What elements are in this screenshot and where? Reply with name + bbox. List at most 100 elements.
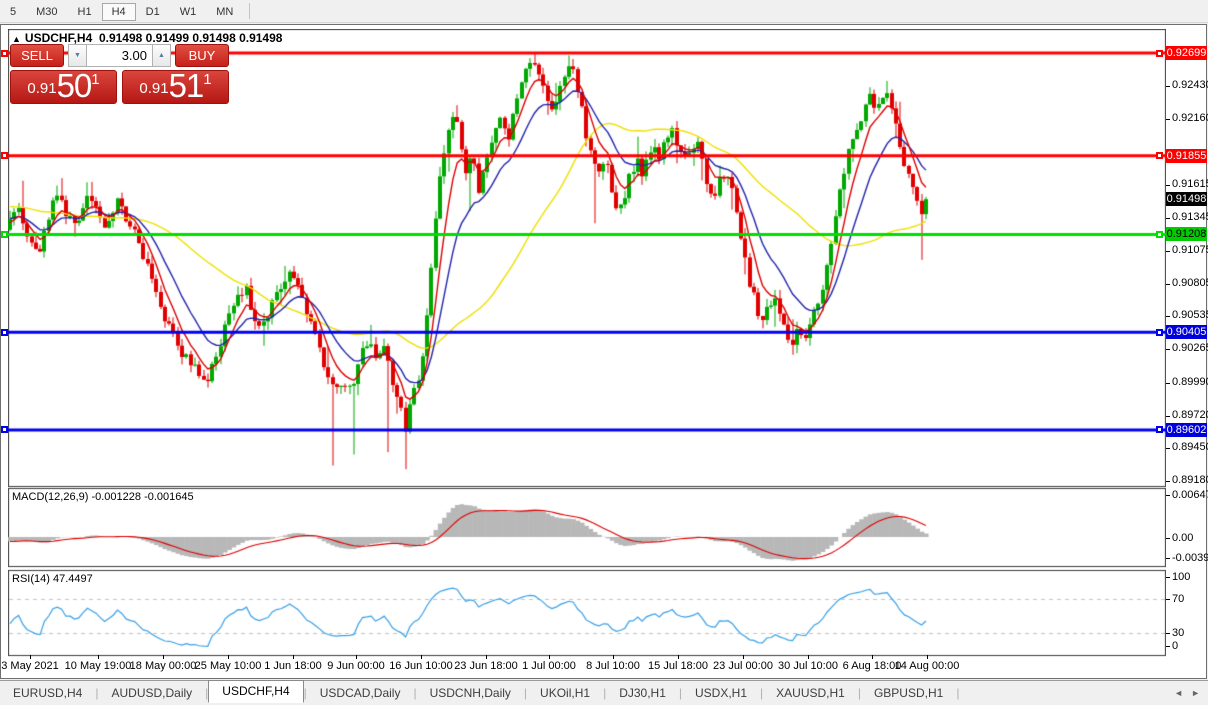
price-tick-label: 0.89450 [1172, 441, 1208, 453]
price-tick-label: 0.91615 [1172, 178, 1208, 190]
buy-button[interactable]: BUY [175, 44, 229, 67]
price-tick-label: 0.91345 [1172, 211, 1208, 223]
rsi-tick-label: 30 [1172, 627, 1185, 639]
timeframe-MN[interactable]: MN [216, 5, 234, 18]
hline-handle[interactable] [1156, 152, 1163, 159]
price-tick-label: 0.90535 [1172, 309, 1208, 321]
chart-tab-bar: EURUSD,H4 | AUDUSD,Daily | USDCHF,H4 | USDCAD,… [0, 680, 1208, 704]
timeframe-H4[interactable]: H4 [101, 2, 136, 21]
tab-scroll-right-icon[interactable]: ► [1191, 687, 1200, 698]
timeframe-5[interactable]: 5 [10, 5, 17, 18]
ask-price-prefix: 0.91 [139, 80, 169, 97]
tab-separator: | [760, 685, 764, 700]
price-tick-label: 0.89180 [1172, 474, 1208, 486]
date-tick-label: 16 Jun 10:00 [389, 660, 453, 672]
hline-handle[interactable] [1, 50, 8, 57]
price-tick-mark [1166, 86, 1170, 87]
date-tick-mark [293, 655, 294, 659]
macd-tick-label: 0.00 [1172, 532, 1194, 544]
ask-price-pipette: 1 [203, 71, 212, 88]
rsi-tick-label: 0 [1172, 640, 1179, 652]
price-tick-label: 0.92430 [1172, 79, 1208, 91]
tab-separator: | [413, 685, 417, 700]
tab-separator: | [678, 685, 682, 700]
bid-price-prefix: 0.91 [27, 80, 57, 97]
hline-handle[interactable] [1, 426, 8, 433]
main-chart-canvas[interactable] [8, 29, 1166, 657]
rsi-tick-mark [1166, 646, 1170, 647]
macd-tick-mark [1166, 538, 1170, 539]
price-tick-label: 0.92160 [1172, 112, 1208, 124]
price-tick-mark [1166, 284, 1170, 285]
date-tick-mark [228, 655, 229, 659]
price-tick-mark [1166, 416, 1170, 417]
price-tick-label: 0.89720 [1172, 409, 1208, 421]
tab-usdchf-h4[interactable]: USDCHF,H4 [208, 680, 304, 703]
date-tick-label: 8 Jul 10:00 [586, 660, 640, 672]
tab-audusd-daily[interactable]: AUDUSD,Daily [111, 685, 193, 700]
timeframe-W1[interactable]: W1 [179, 5, 197, 18]
date-tick-mark [98, 655, 99, 659]
date-tick-label: 15 Jul 18:00 [648, 660, 708, 672]
bid-price-main: 50 [56, 67, 93, 104]
price-level-badge: 0.91855 [1166, 149, 1207, 163]
chart-collapse-icon[interactable]: ▲ [12, 34, 21, 44]
tab-usdcnh-daily[interactable]: USDCNH,Daily [429, 685, 511, 700]
tab-nav: ◄ ► [1174, 688, 1208, 698]
ask-price-button[interactable]: 0.91 51 1 [122, 69, 229, 104]
hline-handle[interactable] [1156, 50, 1163, 57]
price-tick-mark [1166, 251, 1170, 252]
tab-separator: | [303, 685, 307, 700]
tab-scroll-left-icon[interactable]: ◄ [1174, 687, 1184, 698]
macd-tick-label: 0.00647 [1172, 489, 1208, 501]
tab-xauusd-h1[interactable]: XAUUSD,H1 [776, 685, 845, 700]
price-tick-label: 0.91075 [1172, 244, 1208, 256]
toolbar-separator [249, 3, 251, 19]
macd-tick-mark [1166, 495, 1170, 496]
date-tick-label: 10 May 19:00 [64, 660, 132, 672]
timeframe-H1[interactable]: H1 [77, 5, 92, 18]
price-tick-mark [1166, 481, 1170, 482]
timeframe-M30[interactable]: M30 [36, 5, 58, 18]
hline-handle[interactable] [1, 231, 8, 238]
volume-increase-icon[interactable]: ▲ [152, 44, 171, 67]
macd-label: MACD(12,26,9) -0.001228 -0.001645 [12, 491, 194, 503]
date-tick-mark [163, 655, 164, 659]
sell-button[interactable]: SELL [10, 44, 64, 67]
tab-usdcad-daily[interactable]: USDCAD,Daily [319, 685, 401, 700]
bid-price-button[interactable]: 0.91 50 1 [10, 67, 117, 104]
date-tick-label: 6 Aug 18:00 [842, 660, 902, 672]
tab-ukoil-h1[interactable]: UKOil,H1 [540, 685, 591, 700]
price-level-badge: 0.91498 [1166, 192, 1207, 206]
volume-decrease-icon[interactable]: ▼ [68, 44, 87, 67]
date-tick-label: 1 Jul 00:00 [522, 660, 576, 672]
hline-handle[interactable] [1156, 426, 1163, 433]
price-tick-mark [1166, 349, 1170, 350]
rsi-tick-label: 100 [1172, 571, 1191, 583]
date-tick-label: 25 May 10:00 [194, 660, 262, 672]
hline-handle[interactable] [1, 329, 8, 336]
bid-price-pipette: 1 [91, 71, 100, 88]
price-tick-mark [1166, 383, 1170, 384]
date-tick-label: 1 Jun 18:00 [264, 660, 322, 672]
one-click-trade-panel: SELL ▼ 3.00 ▲ BUY 0.91 50 1 0.91 51 1 [10, 44, 229, 104]
tab-usdx-h1[interactable]: USDX,H1 [695, 685, 748, 700]
date-tick-label: 23 Jul 00:00 [713, 660, 773, 672]
timeframe-D1[interactable]: D1 [145, 5, 160, 18]
tab-eurusd-h4[interactable]: EURUSD,H4 [13, 685, 83, 700]
hline-handle[interactable] [1156, 231, 1163, 238]
chart-symbol-label: USDCHF,H4 [24, 31, 93, 45]
hline-handle[interactable] [1156, 329, 1163, 336]
tab-dj30-h1[interactable]: DJ30,H1 [619, 685, 666, 700]
tab-separator: | [523, 685, 528, 700]
tab-separator: | [205, 685, 209, 700]
hline-handle[interactable] [1, 152, 8, 159]
date-tick-mark [678, 655, 679, 659]
volume-input[interactable]: 3.00 [87, 44, 152, 67]
rsi-tick-mark [1166, 633, 1170, 634]
date-tick-label: 14 Aug 00:00 [894, 660, 960, 672]
price-level-badge: 0.92699 [1166, 46, 1207, 60]
tab-gbpusd-h1[interactable]: GBPUSD,H1 [873, 685, 944, 700]
tab-separator: | [95, 685, 99, 700]
rsi-tick-mark [1166, 577, 1170, 578]
